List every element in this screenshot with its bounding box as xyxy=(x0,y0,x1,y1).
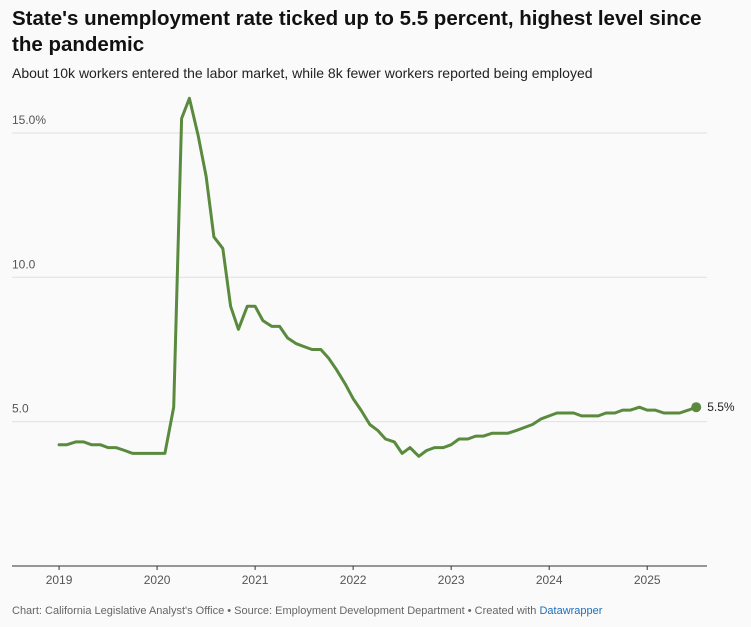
chart-subtitle: About 10k workers entered the labor mark… xyxy=(12,65,593,81)
credit-link[interactable]: Datawrapper xyxy=(539,605,603,617)
y-tick-label: 5.0 xyxy=(12,402,29,416)
value-label: 5.5% xyxy=(707,400,735,414)
x-tick-label: 2023 xyxy=(438,573,465,587)
y-tick-label: 10.0 xyxy=(12,257,36,271)
end-dot xyxy=(691,402,702,413)
source: Chart: California Legislative Analyst's … xyxy=(12,605,540,617)
line xyxy=(57,96,698,458)
x-tick-label: 2019 xyxy=(46,573,73,587)
x-tick-label: 2020 xyxy=(144,573,171,587)
chart-title: State's unemployment rate ticked up to 5… xyxy=(12,7,702,56)
x-tick-label: 2021 xyxy=(242,573,269,587)
x-tick-label: 2024 xyxy=(536,573,563,587)
footer: Chart: California Legislative Analyst's … xyxy=(12,605,602,617)
y-tick-label: 15.0% xyxy=(12,113,46,127)
chart: 5.0 10.0 15.0% 2019 2020 2021 2022 2023 2024 2025… xyxy=(12,96,735,587)
x-tick-label: 2022 xyxy=(340,573,367,587)
x-tick-label: 2025 xyxy=(634,573,661,587)
